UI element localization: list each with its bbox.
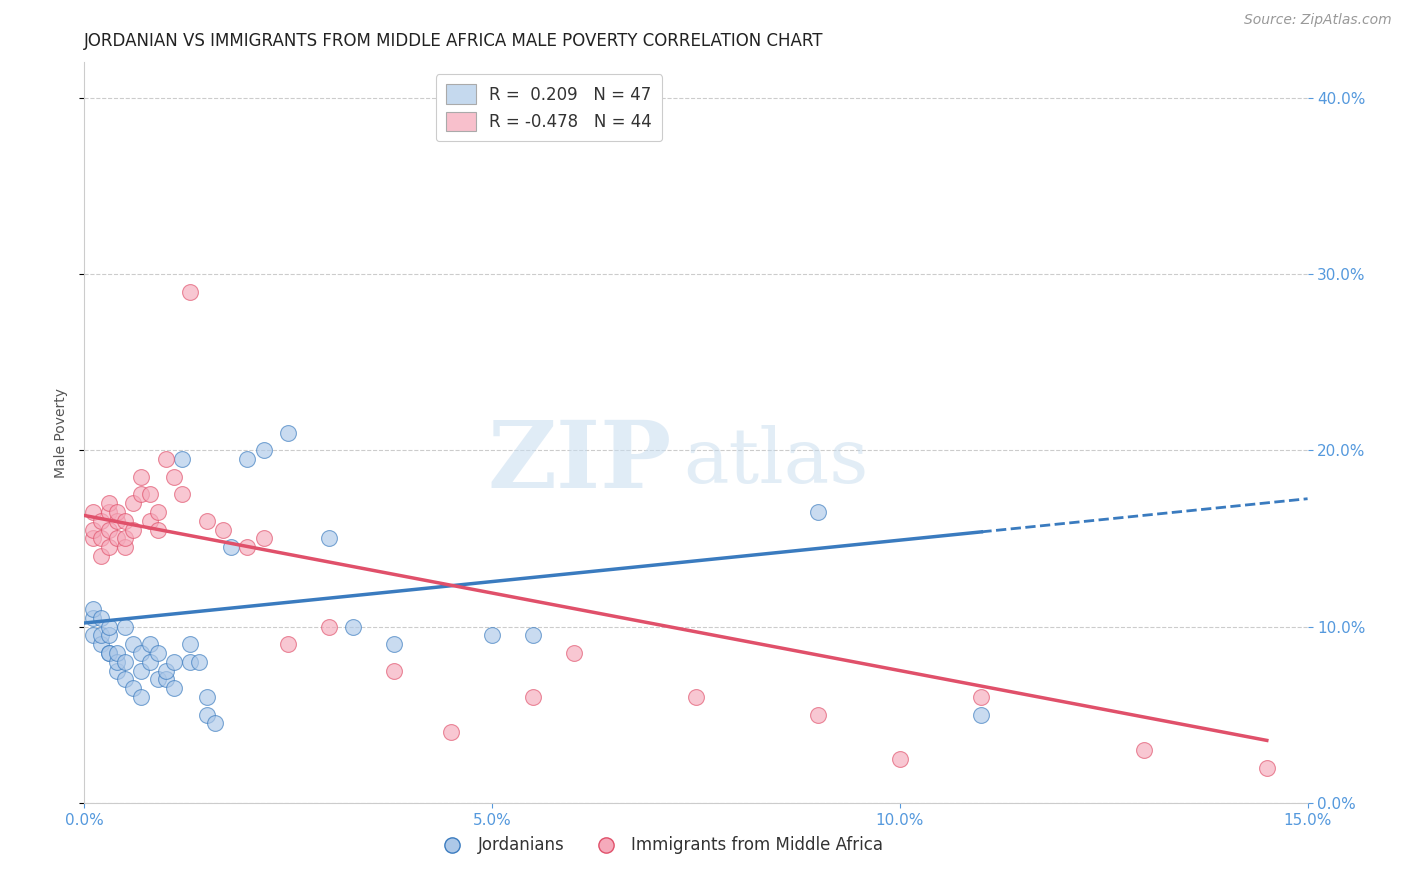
Point: [146, 523, 169, 537]
Point: [90, 549, 112, 563]
Point: [105, 664, 128, 678]
Point: [97, 496, 120, 510]
Point: [970, 707, 993, 722]
Point: [114, 540, 136, 554]
Y-axis label: Male Poverty: Male Poverty: [55, 388, 69, 477]
Text: Source: ZipAtlas.com: Source: ZipAtlas.com: [1244, 13, 1392, 28]
Point: [253, 443, 276, 458]
Point: [236, 540, 259, 554]
Text: atlas: atlas: [683, 425, 869, 500]
Point: [138, 655, 160, 669]
Point: [82, 505, 104, 519]
Point: [146, 646, 169, 660]
Point: [807, 707, 830, 722]
Point: [82, 628, 104, 642]
Point: [179, 637, 201, 651]
Point: [105, 655, 128, 669]
Point: [382, 664, 405, 678]
Point: [122, 496, 145, 510]
Point: [172, 487, 194, 501]
Point: [179, 655, 201, 669]
Point: [155, 673, 177, 687]
Point: [131, 646, 153, 660]
Point: [155, 452, 177, 467]
Point: [105, 532, 128, 546]
Point: [131, 487, 153, 501]
Point: [90, 532, 112, 546]
Point: [105, 514, 128, 528]
Point: [236, 452, 259, 467]
Point: [195, 514, 218, 528]
Point: [1256, 760, 1278, 774]
Point: [114, 673, 136, 687]
Point: [82, 532, 104, 546]
Point: [219, 540, 242, 554]
Point: [481, 628, 503, 642]
Point: [146, 673, 169, 687]
Point: [155, 664, 177, 678]
Point: [318, 532, 340, 546]
Point: [277, 637, 299, 651]
Point: [204, 716, 226, 731]
Point: [90, 610, 112, 624]
Point: [138, 514, 160, 528]
Point: [97, 646, 120, 660]
Point: [97, 523, 120, 537]
Point: [889, 752, 911, 766]
Point: [163, 681, 186, 696]
Point: [90, 514, 112, 528]
Point: [382, 637, 405, 651]
Point: [187, 655, 209, 669]
Point: [114, 532, 136, 546]
Point: [105, 646, 128, 660]
Point: [82, 610, 104, 624]
Point: [318, 619, 340, 633]
Point: [342, 619, 364, 633]
Point: [138, 487, 160, 501]
Point: [970, 690, 993, 704]
Point: [82, 523, 104, 537]
Text: JORDANIAN VS IMMIGRANTS FROM MIDDLE AFRICA MALE POVERTY CORRELATION CHART: JORDANIAN VS IMMIGRANTS FROM MIDDLE AFRI…: [84, 32, 824, 50]
Point: [97, 646, 120, 660]
Point: [522, 628, 544, 642]
Point: [90, 628, 112, 642]
Point: [105, 505, 128, 519]
Point: [195, 690, 218, 704]
Point: [97, 619, 120, 633]
Legend: Jordanians, Immigrants from Middle Africa: Jordanians, Immigrants from Middle Afric…: [429, 830, 890, 861]
Point: [114, 619, 136, 633]
Point: [97, 505, 120, 519]
Point: [522, 690, 544, 704]
Point: [163, 469, 186, 483]
Point: [807, 505, 830, 519]
Point: [179, 285, 201, 299]
Point: [195, 707, 218, 722]
Point: [146, 505, 169, 519]
Point: [131, 664, 153, 678]
Point: [82, 602, 104, 616]
Point: [131, 469, 153, 483]
Point: [1133, 743, 1156, 757]
Point: [97, 540, 120, 554]
Point: [122, 681, 145, 696]
Point: [212, 523, 235, 537]
Point: [277, 425, 299, 440]
Point: [114, 655, 136, 669]
Point: [97, 628, 120, 642]
Point: [131, 690, 153, 704]
Point: [172, 452, 194, 467]
Point: [685, 690, 707, 704]
Point: [138, 637, 160, 651]
Point: [253, 532, 276, 546]
Point: [114, 514, 136, 528]
Text: ZIP: ZIP: [488, 417, 672, 508]
Point: [90, 637, 112, 651]
Point: [562, 646, 585, 660]
Point: [122, 637, 145, 651]
Point: [440, 725, 463, 739]
Point: [122, 523, 145, 537]
Point: [163, 655, 186, 669]
